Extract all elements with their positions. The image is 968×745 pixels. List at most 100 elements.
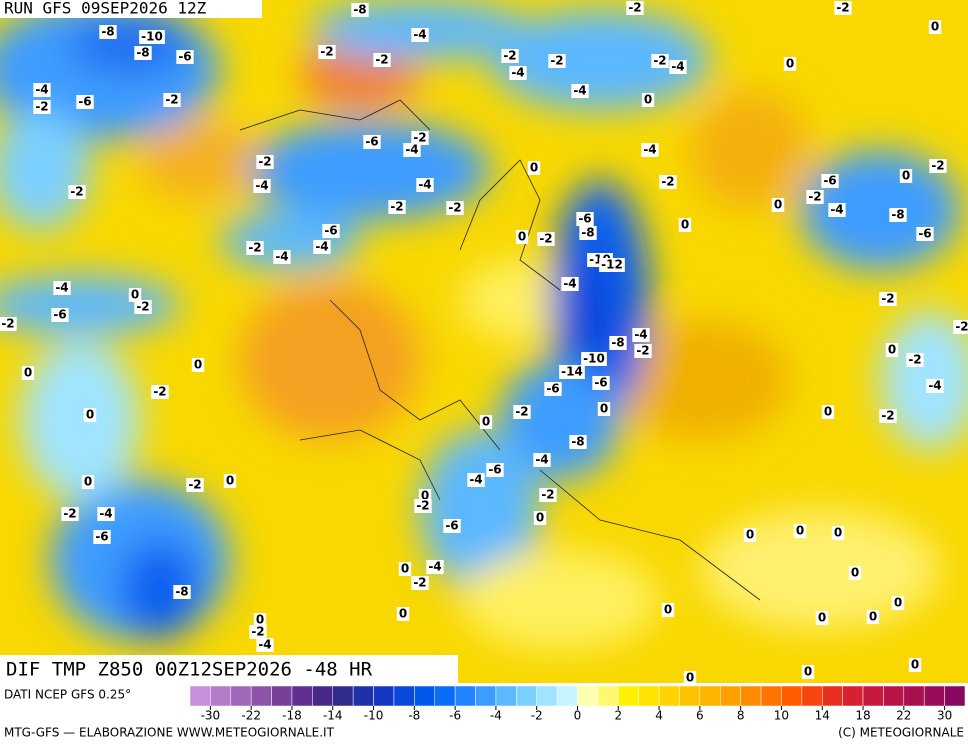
contour-label: -6 bbox=[78, 95, 91, 109]
colorbar-label: -18 bbox=[282, 709, 302, 723]
contour-label-bg bbox=[273, 250, 291, 264]
contour-label-bg bbox=[411, 28, 429, 42]
contour-label-bg bbox=[599, 258, 625, 272]
contour-label-bg bbox=[609, 336, 627, 350]
contour-label-bg bbox=[253, 179, 271, 193]
contour-label: -2 bbox=[931, 159, 944, 173]
contour-label: -2 bbox=[908, 353, 921, 367]
colorbar-label: -14 bbox=[323, 709, 343, 723]
contour-label: -2 bbox=[413, 131, 426, 145]
contour-label: -2 bbox=[416, 499, 429, 513]
contour-label: -2 bbox=[251, 625, 264, 639]
contour-label: -2 bbox=[448, 201, 461, 215]
contour-label-bg bbox=[953, 320, 968, 334]
contour-label-bg bbox=[641, 93, 655, 107]
colorbar-swatch bbox=[312, 685, 334, 707]
contour-label: 0 bbox=[194, 358, 202, 372]
contour-label: -4 bbox=[643, 143, 656, 157]
contour-label-bg bbox=[313, 240, 331, 254]
contour-label-bg bbox=[223, 474, 237, 488]
contour-label-bg bbox=[426, 560, 444, 574]
contour-label: -2 bbox=[248, 241, 261, 255]
contour-label: -8 bbox=[175, 585, 188, 599]
contour-label: -2 bbox=[153, 385, 166, 399]
colorbar-swatch bbox=[801, 685, 823, 707]
contour-label: -10 bbox=[583, 352, 605, 366]
contour-label: -4 bbox=[35, 83, 48, 97]
contour-label: -2 bbox=[258, 155, 271, 169]
contour-label: -2 bbox=[320, 45, 333, 59]
contour-label: -2 bbox=[653, 54, 666, 68]
contour-label: 0 bbox=[931, 20, 939, 34]
contour-label-bg bbox=[411, 131, 429, 145]
contour-label-bg bbox=[831, 526, 845, 540]
contour-label-bg bbox=[322, 224, 340, 238]
contour-label: -4 bbox=[405, 143, 418, 157]
contour-label-bg bbox=[576, 212, 594, 226]
contour-label-bg bbox=[899, 169, 913, 183]
contour-label: -4 bbox=[511, 66, 524, 80]
contour-label-bg bbox=[683, 671, 697, 685]
contour-label: 0 bbox=[664, 603, 672, 617]
footer-left: MTG-GFS — ELABORAZIONE WWW.METEOGIORNALE… bbox=[4, 726, 335, 740]
contour-label: -4 bbox=[573, 84, 586, 98]
contour-label: 0 bbox=[746, 528, 754, 542]
colorbar-swatch bbox=[250, 685, 272, 707]
contour-label: -6 bbox=[324, 224, 337, 238]
contour-label: -8 bbox=[571, 435, 584, 449]
contour-label: 0 bbox=[24, 366, 32, 380]
contour-label-bg bbox=[926, 379, 944, 393]
contour-label-bg bbox=[828, 203, 846, 217]
contour-label: 0 bbox=[902, 169, 910, 183]
colorbar-swatch bbox=[658, 685, 680, 707]
colorbar-swatch bbox=[332, 685, 354, 707]
contour-label: -12 bbox=[601, 258, 623, 272]
contour-label-bg bbox=[548, 54, 566, 68]
contour-label: -4 bbox=[418, 178, 431, 192]
contour-label-bg bbox=[561, 277, 579, 291]
contour-label-bg bbox=[891, 596, 905, 610]
contour-label-bg bbox=[783, 57, 797, 71]
contour-label: -2 bbox=[541, 488, 554, 502]
contour-label-bg bbox=[537, 232, 555, 246]
contour-label-bg bbox=[879, 292, 897, 306]
colorbar-label: -22 bbox=[241, 709, 261, 723]
contour-label-bg bbox=[186, 478, 204, 492]
contour-label-bg bbox=[581, 352, 607, 366]
colorbar-swatch bbox=[944, 685, 966, 707]
colorbar-swatch bbox=[923, 685, 945, 707]
contour-label-bg bbox=[411, 576, 429, 590]
data-source: DATI NCEP GFS 0.25° bbox=[4, 688, 131, 702]
contour-label-bg bbox=[151, 385, 169, 399]
colorbar-label: -10 bbox=[364, 709, 384, 723]
contour-label: -2 bbox=[808, 190, 821, 204]
colorbar-label: 30 bbox=[937, 709, 952, 723]
contour-label: 0 bbox=[774, 198, 782, 212]
contour-label: 0 bbox=[401, 562, 409, 576]
contour-label-bg bbox=[879, 409, 897, 423]
contour-label-bg bbox=[318, 45, 336, 59]
map-title: DIF TMP Z850 00Z12SEP2026 -48 HR bbox=[6, 659, 373, 681]
contour-label: 0 bbox=[399, 607, 407, 621]
contour-label: 0 bbox=[851, 566, 859, 580]
colorbar-swatch bbox=[699, 685, 721, 707]
colorbar-swatch bbox=[862, 685, 884, 707]
contour-label: 0 bbox=[824, 405, 832, 419]
contour-label-bg bbox=[513, 405, 531, 419]
contour-label-bg bbox=[173, 585, 191, 599]
colorbar-swatch bbox=[821, 685, 843, 707]
contour-label: 0 bbox=[818, 611, 826, 625]
contour-label-bg bbox=[527, 161, 541, 175]
contour-label: -4 bbox=[315, 240, 328, 254]
contour-label: -6 bbox=[95, 530, 108, 544]
contour-label-bg bbox=[661, 603, 675, 617]
colorbar-swatch bbox=[189, 685, 211, 707]
contour-label: 0 bbox=[86, 408, 94, 422]
contour-label-bg bbox=[928, 20, 942, 34]
temperature-field bbox=[0, 0, 968, 683]
colorbar-swatch bbox=[414, 685, 435, 707]
contour-label-bg bbox=[632, 328, 650, 342]
contour-label: 0 bbox=[482, 415, 490, 429]
contour-label: -2 bbox=[1, 317, 14, 331]
